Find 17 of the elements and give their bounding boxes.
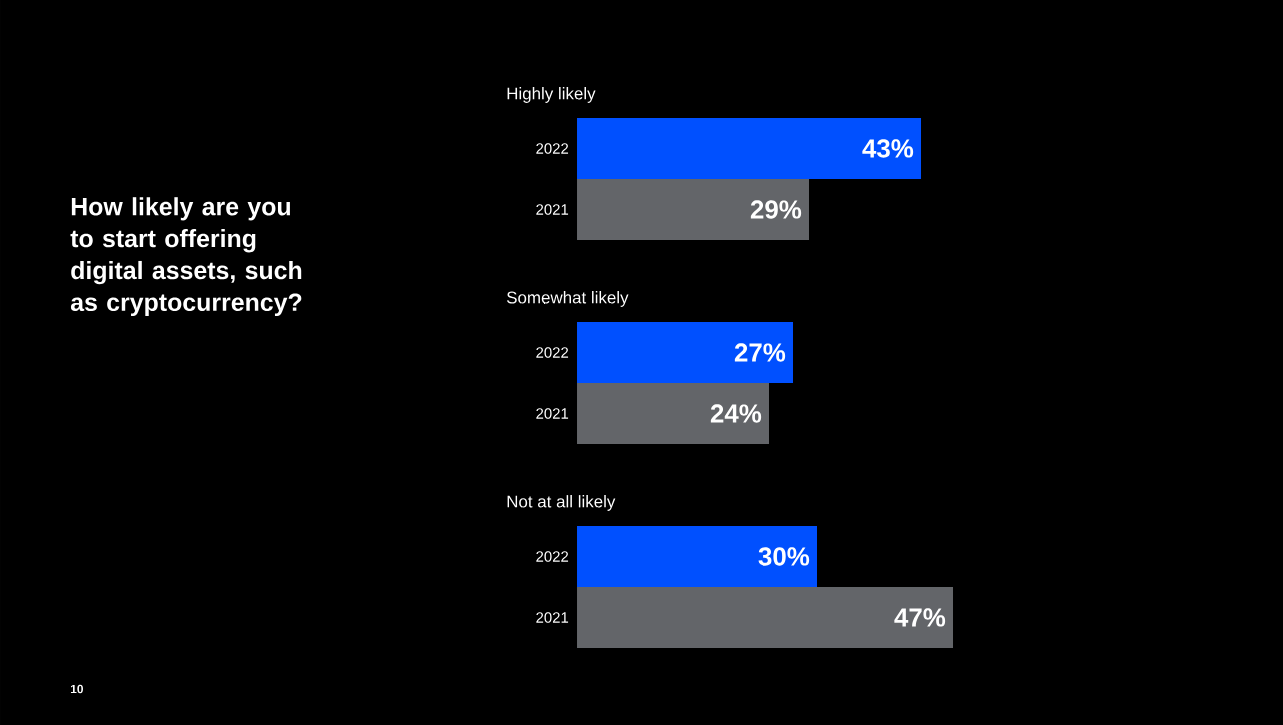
text: 2022 bbox=[536, 347, 569, 358]
text: 2022 bbox=[536, 551, 569, 562]
data-label: 47% bbox=[894, 608, 946, 627]
y-tick-label: Highly likely bbox=[507, 87, 596, 103]
data-label: 24% bbox=[710, 404, 762, 423]
data-label: 27% bbox=[734, 343, 786, 362]
y-tick-label: Somewhat likely bbox=[506, 291, 629, 307]
text: 10 bbox=[70, 684, 84, 694]
text: 2021 bbox=[536, 408, 569, 419]
series-label: 2021 bbox=[536, 204, 569, 215]
y-tick-label: Not at all likely bbox=[507, 495, 616, 511]
series-label: 2022 bbox=[536, 143, 569, 154]
data-label: 43% bbox=[862, 139, 914, 158]
data-label: 29% bbox=[750, 200, 802, 219]
text: How likely are you to start offering digital assets, such as cryptocurrency? bbox=[70, 197, 302, 317]
data-label: 30% bbox=[758, 547, 810, 566]
text: 2021 bbox=[536, 612, 569, 623]
